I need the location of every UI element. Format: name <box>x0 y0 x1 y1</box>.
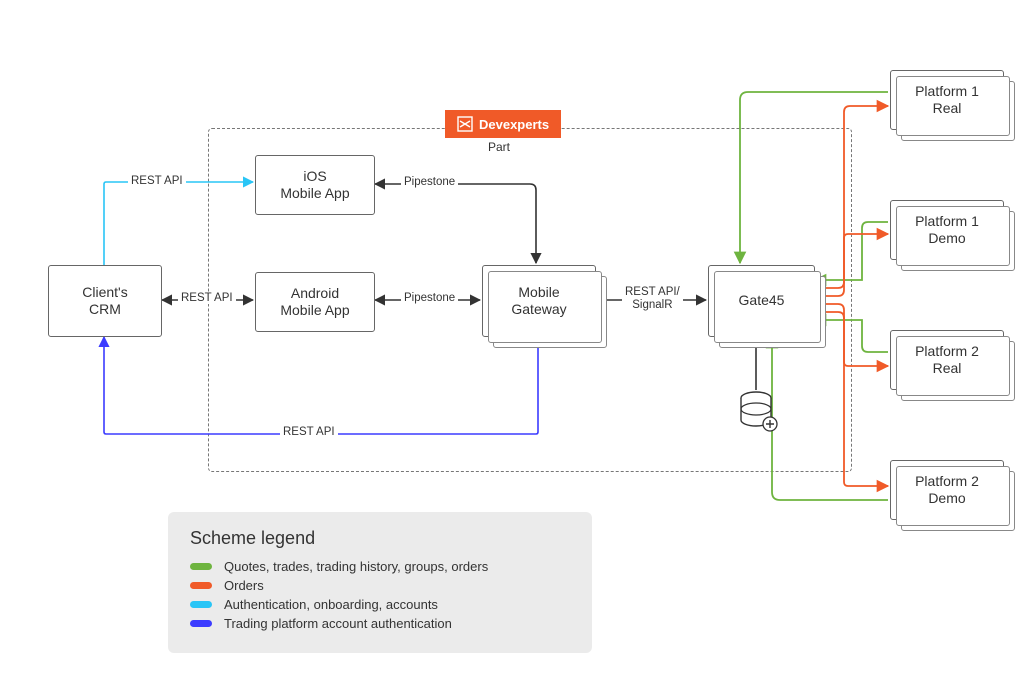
legend-swatch-auth <box>190 601 212 608</box>
node-p1demo: Platform 1Demo <box>890 200 1004 260</box>
legend-label-auth: Authentication, onboarding, accounts <box>224 597 438 612</box>
node-gateway: MobileGateway <box>482 265 596 337</box>
node-ios: iOSMobile App <box>255 155 375 215</box>
legend-row-auth: Authentication, onboarding, accounts <box>190 597 570 612</box>
node-p1real-label: Platform 1Real <box>915 83 979 118</box>
node-p1real: Platform 1Real <box>890 70 1004 130</box>
legend-label-orders: Orders <box>224 578 264 593</box>
node-gate45: Gate45 <box>708 265 815 337</box>
node-p2real: Platform 2Real <box>890 330 1004 390</box>
legend-title: Scheme legend <box>190 528 570 549</box>
part-label: Part <box>488 140 510 154</box>
database-icon <box>738 390 778 439</box>
legend-row-trading: Trading platform account authentication <box>190 616 570 631</box>
label-rest-bottom: REST API <box>280 426 338 438</box>
devexperts-logo-icon <box>457 116 473 132</box>
node-p2demo-label: Platform 2Demo <box>915 473 979 508</box>
label-pipestone-ios: Pipestone <box>401 176 458 188</box>
legend-box: Scheme legend Quotes, trades, trading hi… <box>168 512 592 653</box>
label-rest-gateway-gate45: REST API/SignalR <box>622 286 683 312</box>
devexperts-label: Devexperts <box>479 117 549 132</box>
node-android: AndroidMobile App <box>255 272 375 332</box>
devexperts-badge: Devexperts <box>445 110 561 138</box>
node-gateway-label: MobileGateway <box>511 284 566 319</box>
label-rest-crm-android: REST API <box>178 292 236 304</box>
legend-swatch-orders <box>190 582 212 589</box>
node-crm: Client'sCRM <box>48 265 162 337</box>
diagram-canvas: { "colors": { "quotes": "#6EB43F", "orde… <box>0 0 1024 683</box>
legend-swatch-trading <box>190 620 212 627</box>
label-rest-crm-ios: REST API <box>128 175 186 187</box>
node-gate45-label: Gate45 <box>739 292 785 310</box>
node-crm-label: Client'sCRM <box>82 284 127 319</box>
legend-row-quotes: Quotes, trades, trading history, groups,… <box>190 559 570 574</box>
legend-label-quotes: Quotes, trades, trading history, groups,… <box>224 559 488 574</box>
node-ios-label: iOSMobile App <box>280 168 349 203</box>
node-p2real-label: Platform 2Real <box>915 343 979 378</box>
legend-swatch-quotes <box>190 563 212 570</box>
node-android-label: AndroidMobile App <box>280 285 349 320</box>
node-p2demo: Platform 2Demo <box>890 460 1004 520</box>
legend-label-trading: Trading platform account authentication <box>224 616 452 631</box>
node-p1demo-label: Platform 1Demo <box>915 213 979 248</box>
label-pipestone-android: Pipestone <box>401 292 458 304</box>
legend-row-orders: Orders <box>190 578 570 593</box>
